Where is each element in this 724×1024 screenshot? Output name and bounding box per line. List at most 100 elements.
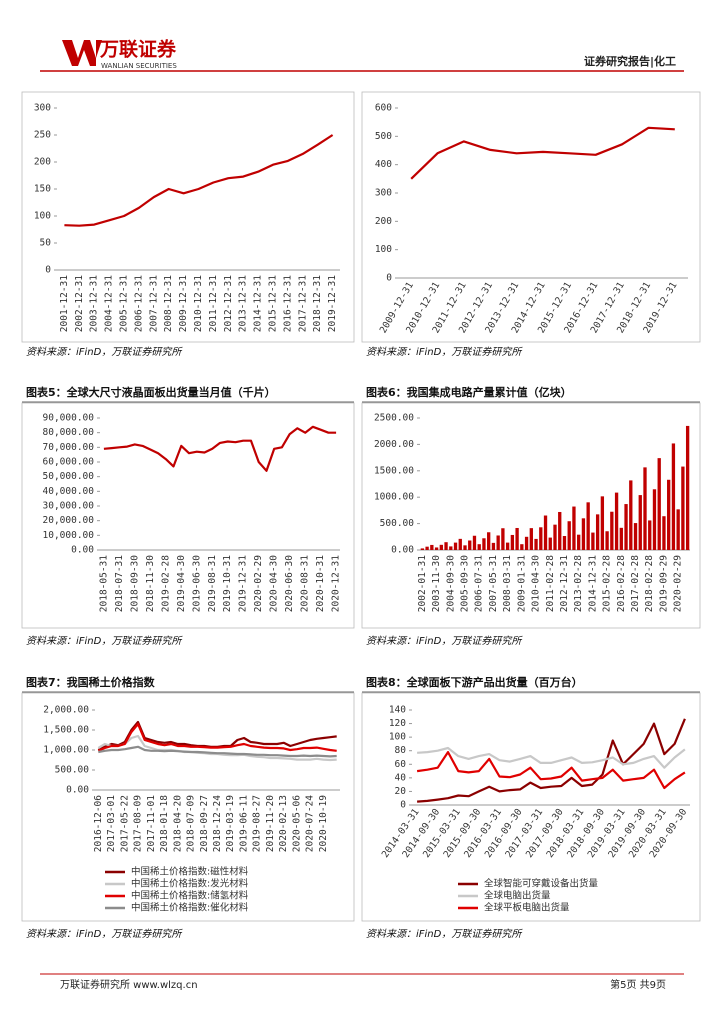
x-tick-label: 2020-06-30 [284, 555, 295, 612]
x-tick-label: 2020-02-13 [278, 795, 289, 852]
x-tick-label: 2018-07-09 [186, 795, 197, 852]
x-tick-label: 2006-12-31 [133, 275, 144, 332]
y-tick-label: 40,000.00 [43, 486, 95, 497]
y-tick-label: 50,000.00 [43, 471, 95, 482]
footer-left: 万联证券研究所 www.wlzq.cn [60, 978, 198, 991]
chart-source: 资料来源：iFinD，万联证券研究所 [366, 928, 523, 940]
x-tick-label: 2013-12-31 [238, 275, 249, 332]
chart-frame [21, 402, 355, 629]
x-tick-label: 2019-11-20 [265, 795, 276, 852]
bar [671, 443, 676, 550]
bar [614, 492, 619, 550]
y-tick-label: 100 [375, 244, 392, 255]
logo-cn: 万联证券 [99, 38, 177, 61]
bar [685, 425, 690, 550]
x-tick-label: 2018-05-31 [98, 555, 109, 612]
bar [572, 506, 576, 550]
x-tick-label: 2019-12-31 [238, 555, 249, 612]
x-tick-label: 2018-11-30 [145, 555, 156, 612]
x-tick-label: 2016-02-28 [616, 555, 627, 612]
bar [458, 538, 462, 550]
legend-label: 中国稀土价格指数:储氢材料 [131, 890, 249, 902]
y-tick-label: 1000.00 [374, 492, 414, 503]
x-tick-label: 2017-12-31 [297, 275, 308, 332]
y-tick-label: 40 [395, 772, 407, 783]
bar [449, 546, 453, 550]
line-series [97, 720, 337, 751]
y-tick-label: 2,000.00 [43, 705, 89, 716]
x-tick-label: 2007-05-31 [488, 555, 499, 612]
bar [472, 535, 477, 550]
legend-label: 中国稀土价格指数:催化材料 [131, 902, 249, 914]
y-tick-label: 20 [395, 786, 407, 797]
y-tick-label: 90,000.00 [43, 413, 95, 424]
legend-label: 全球智能可穿戴设备出货量 [484, 878, 599, 890]
bar [648, 520, 652, 550]
line-series [64, 134, 334, 227]
bar [529, 528, 533, 550]
x-tick-label: 2020-05-06 [291, 795, 302, 852]
chart-frame [361, 692, 701, 922]
bar [548, 537, 552, 550]
y-tick-label: 150 [34, 184, 51, 195]
x-tick-label: 2002-01-31 [417, 555, 428, 612]
x-tick-label: 2016-12-31 [282, 275, 293, 332]
y-tick-label: 250 [34, 130, 51, 141]
y-tick-label: 120 [389, 718, 406, 729]
y-tick-label: 1,000.00 [43, 745, 89, 756]
chart-source: 资料来源：iFinD，万联证券研究所 [366, 346, 523, 358]
y-tick-label: 300 [375, 188, 392, 199]
x-tick-label: 2020-02-29 [253, 555, 264, 612]
bar [591, 532, 595, 550]
line-series [417, 746, 686, 769]
bar [468, 540, 472, 550]
bar [477, 544, 481, 550]
bar [610, 511, 614, 550]
line-series [416, 751, 686, 790]
x-tick-label: 2011-02-28 [545, 555, 556, 612]
bar [605, 531, 609, 550]
x-tick-label: 2013-02-28 [573, 555, 584, 612]
x-tick-label: 2020-02-29 [673, 555, 684, 612]
y-tick-label: 100 [389, 732, 406, 743]
y-tick-label: 80,000.00 [43, 427, 95, 438]
x-tick-label: 2018-12-31 [312, 275, 323, 332]
bar [638, 495, 642, 550]
y-tick-label: 2500.00 [374, 413, 414, 424]
bar [496, 535, 500, 550]
x-tick-label: 2018-12-24 [212, 795, 223, 852]
y-tick-label: 140 [389, 705, 406, 716]
y-tick-label: 50 [40, 238, 52, 249]
y-tick-label: 70,000.00 [43, 442, 95, 453]
x-tick-label: 2020-10-19 [318, 795, 329, 852]
y-tick-label: 200 [375, 216, 392, 227]
chart-title: 图表6：我国集成电路产量累计值（亿块） [366, 385, 572, 399]
x-tick-label: 2009-12-31 [178, 275, 189, 332]
y-tick-label: 500 [375, 131, 392, 142]
bar [539, 527, 543, 550]
bar [600, 496, 605, 550]
x-tick-label: 2004-09-30 [445, 555, 456, 612]
bar [482, 538, 486, 550]
chart-source: 资料来源：iFinD，万联证券研究所 [366, 635, 523, 647]
chart-source: 资料来源：iFinD，万联证券研究所 [26, 635, 183, 647]
chart-frame [21, 91, 355, 343]
chart-frame [361, 91, 701, 343]
x-tick-label: 2019-10-31 [222, 555, 233, 612]
y-tick-label: 1,500.00 [43, 725, 89, 736]
bar [505, 542, 510, 550]
bar [501, 528, 505, 550]
y-tick-label: 10,000.00 [43, 530, 95, 541]
x-tick-label: 2017-08-09 [133, 795, 144, 852]
bar [510, 534, 515, 550]
x-tick-label: 2017-02-28 [630, 555, 641, 612]
logo: 万联证券 WANLIAN SECURITIES [62, 38, 177, 70]
bar [487, 532, 491, 550]
bar [629, 480, 633, 550]
bar [595, 514, 600, 550]
x-tick-label: 2020-10-31 [315, 555, 326, 612]
bar [619, 527, 623, 550]
x-tick-label: 2018-09-27 [199, 795, 210, 852]
y-tick-label: 100 [34, 211, 51, 222]
x-tick-label: 2019-03-19 [225, 795, 236, 852]
